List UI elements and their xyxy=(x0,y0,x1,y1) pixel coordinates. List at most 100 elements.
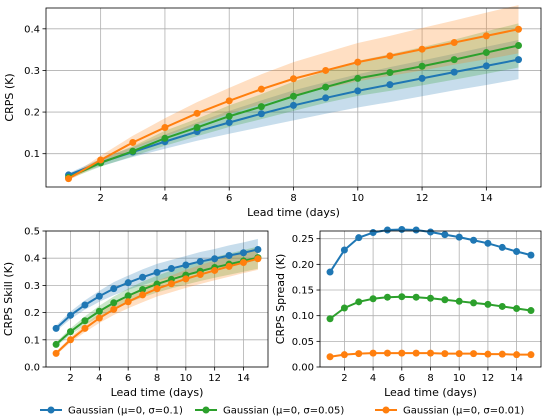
crps-spread-ytick-label: 0.00 xyxy=(292,363,314,374)
crps-skill-ytick-label: 0.0 xyxy=(24,363,40,374)
crps-spread-point-2 xyxy=(441,350,449,358)
crps-spread-point-2 xyxy=(412,349,420,357)
crps-skill-xtick-label: 4 xyxy=(96,373,102,384)
crps-skill-band-0 xyxy=(56,238,258,332)
crps-spread-point-0 xyxy=(484,239,492,247)
crps-point-0 xyxy=(386,81,394,89)
crps-skill-xtick-label: 8 xyxy=(154,373,160,384)
crps-skill-point-1 xyxy=(95,307,103,315)
crps-skill-xlabel: Lead time (days) xyxy=(111,386,204,399)
crps-point-1 xyxy=(354,74,362,82)
crps-spread-point-2 xyxy=(470,350,478,358)
crps-skill-point-1 xyxy=(81,317,89,325)
crps-skill-point-1 xyxy=(52,340,60,348)
crps-skill-ytick-label: 0.3 xyxy=(24,281,40,292)
crps-xtick-label: 14 xyxy=(480,193,493,204)
crps-skill-point-0 xyxy=(167,265,175,273)
crps-spread-point-0 xyxy=(412,226,420,234)
crps-spread-point-0 xyxy=(340,246,348,254)
crps-skill-point-0 xyxy=(67,311,75,319)
crps-spread-point-1 xyxy=(484,300,492,308)
crps-skill-point-0 xyxy=(139,273,147,281)
crps-spread-point-1 xyxy=(369,295,377,303)
crps-skill-point-0 xyxy=(239,249,247,257)
crps-point-1 xyxy=(193,123,201,131)
crps-spread-point-2 xyxy=(427,349,434,357)
crps-skill-point-1 xyxy=(67,328,75,336)
crps-skill-point-0 xyxy=(95,292,103,300)
crps-spread-point-0 xyxy=(455,233,463,241)
crps-point-1 xyxy=(418,62,426,70)
crps-spread-point-1 xyxy=(427,294,434,302)
crps-point-2 xyxy=(515,25,522,33)
crps-point-2 xyxy=(129,138,137,146)
crps-spread-point-0 xyxy=(498,243,506,251)
legend-marker-0 xyxy=(47,406,55,414)
crps-skill-xtick-label: 6 xyxy=(125,373,131,384)
crps-point-0 xyxy=(290,101,297,109)
crps-skill-point-0 xyxy=(182,261,190,269)
crps-ytick-label: 0.2 xyxy=(24,108,40,119)
crps-point-0 xyxy=(322,94,330,102)
crps-skill-point-2 xyxy=(182,275,190,283)
crps-point-0 xyxy=(515,56,522,64)
crps-spread-point-2 xyxy=(326,353,334,361)
crps-skill-point-2 xyxy=(67,336,75,344)
crps-point-1 xyxy=(161,134,169,142)
crps-spread-xtick-label: 10 xyxy=(453,373,466,384)
crps-point-1 xyxy=(129,147,137,155)
crps-skill-point-2 xyxy=(225,262,233,270)
crps-spread-point-1 xyxy=(470,299,478,307)
crps-point-0 xyxy=(482,62,490,70)
crps-point-2 xyxy=(257,85,265,93)
crps-spread-point-1 xyxy=(412,293,420,301)
crps-point-1 xyxy=(450,56,458,64)
crps-ytick-label: 0.1 xyxy=(24,149,40,160)
crps-skill-point-2 xyxy=(52,349,60,357)
crps-spread-xtick-label: 6 xyxy=(399,373,405,384)
crps-spread-xtick-label: 12 xyxy=(482,373,495,384)
crps-skill-point-2 xyxy=(211,266,219,274)
crps-skill-point-2 xyxy=(167,280,175,288)
legend-label-1: Gaussian (μ=0, σ=0.05) xyxy=(223,406,344,417)
crps-spread-point-2 xyxy=(455,350,463,358)
plot-crps-skill: 2 4 6 8 10 12 14 0.0 0.1 0.2 0.3 0.4 0.5 Lead time (d… xyxy=(2,227,269,399)
crps-spread-point-2 xyxy=(383,349,391,357)
legend-marker-2 xyxy=(382,406,390,414)
crps-skill-ytick-label: 0.2 xyxy=(24,308,40,319)
crps-spread-point-2 xyxy=(527,351,535,359)
crps-spread-point-0 xyxy=(326,268,334,276)
crps-spread-xtick-label: 2 xyxy=(341,373,347,384)
crps-skill-point-2 xyxy=(153,285,161,293)
crps-xlabel: Lead time (days) xyxy=(247,206,340,219)
crps-point-1 xyxy=(290,92,297,100)
crps-spread-point-0 xyxy=(383,226,391,234)
crps-point-2 xyxy=(354,58,362,66)
crps-spread-point-1 xyxy=(527,307,535,315)
legend-label-2: Gaussian (μ=0, σ=0.01) xyxy=(403,406,524,417)
crps-spread-point-0 xyxy=(369,229,377,237)
crps-skill-point-2 xyxy=(254,255,262,263)
crps-spread-point-2 xyxy=(498,350,506,358)
crps-xtick-label: 10 xyxy=(351,193,364,204)
crps-spread-point-2 xyxy=(513,351,521,359)
crps-skill-point-1 xyxy=(110,299,118,307)
crps-skill-xtick-label: 2 xyxy=(67,373,73,384)
crps-spread-ytick-label: 0.25 xyxy=(292,234,314,245)
crps-skill-point-2 xyxy=(196,271,204,279)
crps-skill-point-0 xyxy=(81,301,89,309)
crps-spread-ylabel: CRPS Spread (K) xyxy=(274,254,287,344)
crps-spread-point-2 xyxy=(398,349,406,357)
crps-point-0 xyxy=(354,87,362,95)
crps-skill-band-2 xyxy=(56,247,258,356)
crps-skill-point-0 xyxy=(52,324,60,332)
crps-skill-point-2 xyxy=(95,314,103,322)
crps-skill-ylabel: CRPS Skill (K) xyxy=(2,262,15,336)
crps-spread-xlabel: Lead time (days) xyxy=(384,386,477,399)
crps-skill-point-0 xyxy=(153,268,161,276)
crps-point-1 xyxy=(482,49,490,57)
crps-spread-point-1 xyxy=(455,297,463,305)
crps-skill-ytick-label: 0.5 xyxy=(24,227,40,238)
crps-skill-point-1 xyxy=(139,285,147,293)
